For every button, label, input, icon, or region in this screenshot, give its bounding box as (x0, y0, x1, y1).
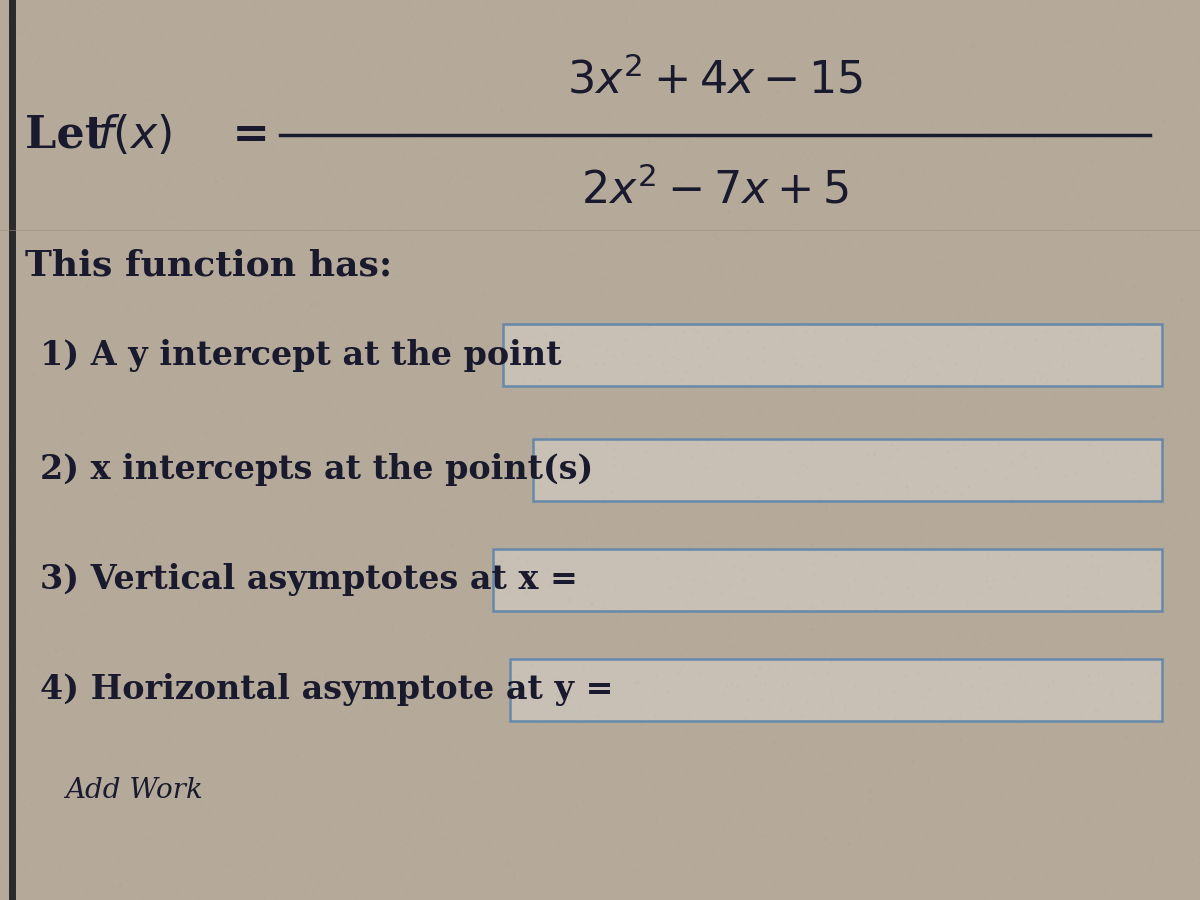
Text: =: = (217, 113, 270, 157)
Text: Let: Let (25, 113, 121, 157)
Text: This function has:: This function has: (25, 248, 392, 282)
Text: $f(x)$: $f(x)$ (97, 113, 172, 157)
FancyBboxPatch shape (503, 324, 1162, 386)
FancyBboxPatch shape (510, 659, 1162, 721)
Text: $3x^2 + 4x - 15$: $3x^2 + 4x - 15$ (566, 58, 863, 103)
Text: Add Work: Add Work (65, 777, 203, 804)
FancyBboxPatch shape (493, 549, 1162, 611)
Text: 3) Vertical asymptotes at x =: 3) Vertical asymptotes at x = (40, 563, 578, 597)
Text: $2x^2 - 7x + 5$: $2x^2 - 7x + 5$ (581, 167, 848, 212)
FancyBboxPatch shape (533, 439, 1162, 501)
Text: 1) A y intercept at the point: 1) A y intercept at the point (40, 338, 562, 372)
Text: 2) x intercepts at the point(s): 2) x intercepts at the point(s) (40, 454, 593, 487)
Text: 4) Horizontal asymptote at y =: 4) Horizontal asymptote at y = (40, 673, 613, 707)
